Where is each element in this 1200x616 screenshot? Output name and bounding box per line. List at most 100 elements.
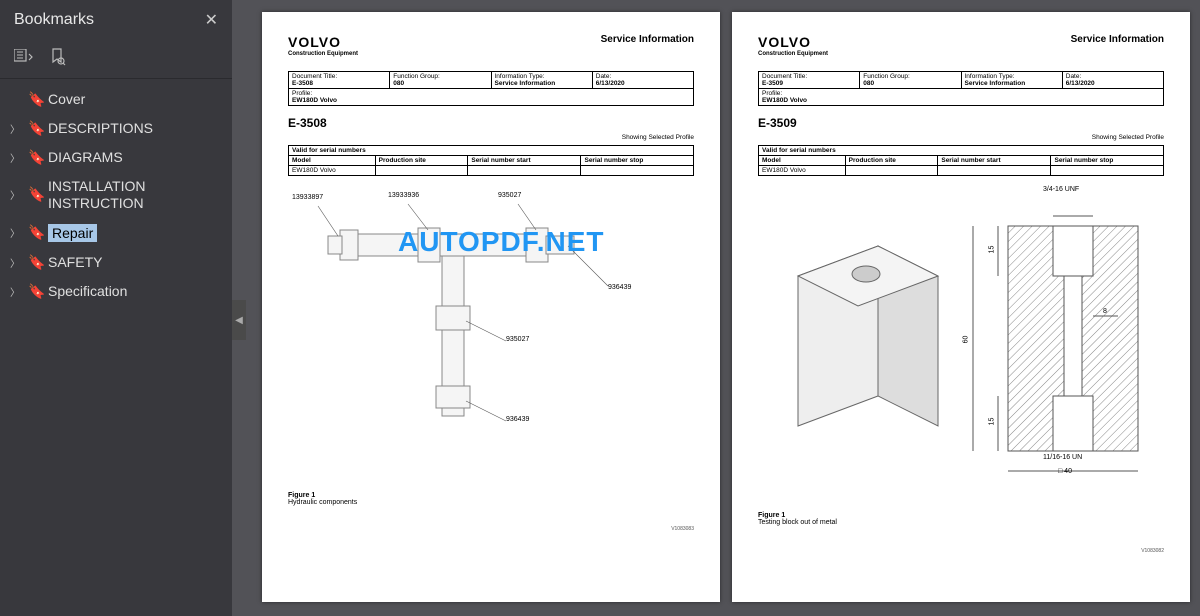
row-sn-stop (581, 166, 694, 176)
bookmark-label: DESCRIPTIONS (48, 120, 222, 137)
bookmark-icon: 🔖 (28, 91, 42, 108)
showing-profile-text: Showing Selected Profile (288, 134, 694, 141)
figure-number: Figure 1 (758, 512, 1164, 519)
bookmark-item-cover[interactable]: 🔖 Cover (0, 85, 232, 114)
service-info-heading: Service Information (601, 34, 694, 45)
doc-title-label: Document Title: (762, 73, 807, 80)
row-sn-stop (1051, 166, 1164, 176)
func-group-value: 080 (393, 80, 404, 87)
bookmark-icon: 🔖 (28, 149, 42, 166)
showing-profile-text: Showing Selected Profile (758, 134, 1164, 141)
bookmark-icon: 🔖 (28, 120, 42, 137)
chevron-right-icon[interactable]: 〉 (10, 284, 22, 299)
info-type-label: Information Type: (495, 73, 545, 80)
profile-value: EW180D Volvo (762, 97, 807, 104)
bookmark-item-descriptions[interactable]: 〉 🔖 DESCRIPTIONS (0, 114, 232, 143)
profile-value: EW180D Volvo (292, 97, 337, 104)
hydraulic-drawing (288, 186, 688, 476)
pdf-viewer[interactable]: VOLVO Construction Equipment Service Inf… (232, 0, 1200, 616)
bookmark-label: Repair (52, 225, 93, 241)
bookmark-item-specification[interactable]: 〉 🔖 Specification (0, 277, 232, 306)
col-model: Model (289, 156, 376, 166)
col-sn-stop: Serial number stop (581, 156, 694, 166)
document-info-table: Document Title:E-3508 Function Group:080… (288, 71, 694, 106)
bookmark-item-repair[interactable]: 〉 🔖 Repair (0, 218, 232, 249)
col-prod-site: Production site (375, 156, 468, 166)
doc-title-value: E-3508 (292, 80, 313, 87)
bookmark-icon: 🔖 (28, 254, 42, 271)
info-type-label: Information Type: (965, 73, 1015, 80)
bookmark-label: INSTALLATION INSTRUCTION (48, 178, 222, 212)
part-number: 13933897 (292, 194, 323, 201)
sidebar-title: Bookmarks (14, 11, 94, 29)
chevron-right-icon[interactable]: 〉 (10, 255, 22, 270)
dimension: 15 (988, 246, 995, 254)
service-info-heading: Service Information (1071, 34, 1164, 45)
close-icon[interactable]: ✕ (205, 10, 218, 30)
date-value: 6/13/2020 (1066, 80, 1095, 87)
func-group-value: 080 (863, 80, 874, 87)
dimension: □ 40 (1058, 468, 1072, 475)
bookmark-icon: 🔖 (28, 186, 42, 203)
volvo-logo: VOLVO (758, 34, 828, 50)
valid-serial-table: Valid for serial numbers Model Productio… (758, 145, 1164, 176)
col-model: Model (759, 156, 846, 166)
row-model: EW180D Volvo (759, 166, 846, 176)
figure-caption: Figure 1 Hydraulic components (288, 492, 694, 506)
chevron-right-icon[interactable]: 〉 (10, 187, 22, 202)
collapse-sidebar-handle[interactable]: ◀ (232, 300, 246, 340)
func-group-label: Function Group: (393, 73, 440, 80)
part-number: 936439 (608, 284, 631, 291)
part-number: 13933936 (388, 192, 419, 199)
document-info-table: Document Title:E-3509 Function Group:080… (758, 71, 1164, 106)
info-type-value: Service Information (495, 80, 556, 87)
date-value: 6/13/2020 (596, 80, 625, 87)
col-sn-stop: Serial number stop (1051, 156, 1164, 166)
chevron-right-icon[interactable]: 〉 (10, 121, 22, 136)
valid-serial-table: Valid for serial numbers Model Productio… (288, 145, 694, 176)
doc-title-label: Document Title: (292, 73, 337, 80)
bookmark-label: SAFETY (48, 254, 222, 271)
figure-caption: Figure 1 Testing block out of metal (758, 512, 1164, 526)
col-sn-start: Serial number start (938, 156, 1051, 166)
figure-caption-text: Testing block out of metal (758, 519, 837, 526)
col-sn-start: Serial number start (468, 156, 581, 166)
bookmark-item-safety[interactable]: 〉 🔖 SAFETY (0, 248, 232, 277)
outline-options-icon[interactable] (14, 49, 34, 65)
func-group-label: Function Group: (863, 73, 910, 80)
row-prod-site (845, 166, 938, 176)
bookmark-label: DIAGRAMS (48, 149, 222, 166)
row-sn-start (468, 166, 581, 176)
bookmark-icon: 🔖 (28, 224, 42, 241)
pdf-page-2: VOLVO Construction Equipment Service Inf… (732, 12, 1190, 602)
section-code: E-3508 (288, 116, 694, 130)
part-number: 936439 (506, 416, 529, 423)
image-id: V1083082 (1141, 548, 1164, 554)
chevron-right-icon[interactable]: 〉 (10, 225, 22, 240)
bookmark-icon: 🔖 (28, 283, 42, 300)
profile-label: Profile: (292, 90, 312, 97)
bookmark-list: 🔖 Cover 〉 🔖 DESCRIPTIONS 〉 🔖 DIAGRAMS 〉 … (0, 79, 232, 312)
sidebar-header: Bookmarks ✕ (0, 0, 232, 40)
brand-subtitle: Construction Equipment (758, 51, 828, 57)
image-id: V1083083 (671, 526, 694, 532)
row-sn-start (938, 166, 1051, 176)
brand-block: VOLVO Construction Equipment (288, 34, 358, 57)
find-bookmark-icon[interactable] (50, 48, 66, 66)
doc-title-value: E-3509 (762, 80, 783, 87)
chevron-right-icon[interactable]: 〉 (10, 150, 22, 165)
dimension: 8 (1103, 308, 1107, 315)
section-code: E-3509 (758, 116, 1164, 130)
testing-block-drawing (758, 186, 1158, 496)
row-prod-site (375, 166, 468, 176)
thread-spec: 3/4-16 UNF (1043, 186, 1079, 193)
bookmark-item-installation[interactable]: 〉 🔖 INSTALLATION INSTRUCTION (0, 172, 232, 218)
sidebar-toolbar (0, 40, 232, 79)
bookmark-label: Cover (48, 91, 222, 108)
figure-number: Figure 1 (288, 492, 694, 499)
valid-header: Valid for serial numbers (759, 146, 1164, 156)
row-model: EW180D Volvo (289, 166, 376, 176)
bookmarks-sidebar: Bookmarks ✕ 🔖 Cover 〉 🔖 DESCRIPTIONS 〉 🔖… (0, 0, 232, 616)
bookmark-item-diagrams[interactable]: 〉 🔖 DIAGRAMS (0, 143, 232, 172)
brand-block: VOLVO Construction Equipment (758, 34, 828, 57)
